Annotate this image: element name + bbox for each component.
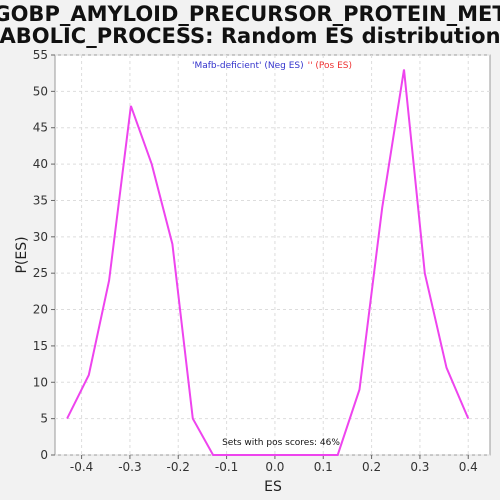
- x-tick-label: 0.2: [362, 460, 381, 474]
- y-tick-label: 30: [33, 230, 48, 244]
- x-tick-label: 0.4: [459, 460, 478, 474]
- axis-ticks: -0.4 -0.3 -0.2 -0.1 0.0 0.1 0.2 0.3 0.4 0 5 10 15 20 2…: [33, 48, 478, 474]
- y-tick-label: 15: [33, 339, 48, 353]
- y-tick-label: 40: [33, 157, 48, 171]
- y-tick-label: 55: [33, 48, 48, 62]
- x-tick-label: -0.4: [70, 460, 93, 474]
- plot-area: [54, 54, 491, 456]
- y-tick-label: 50: [33, 84, 48, 98]
- y-axis-label: P(ES): [14, 236, 30, 273]
- x-tick-label: -0.2: [167, 460, 190, 474]
- legend-neg-label: 'Mafb-deficient' (Neg ES): [192, 61, 304, 71]
- x-tick-label: 0.3: [410, 460, 429, 474]
- y-tick-label: 0: [40, 448, 48, 462]
- series-layer: [66, 69, 470, 456]
- legend: 'Mafb-deficient' (Neg ES) '' (Pos ES): [192, 61, 352, 71]
- x-tick-label: 0.0: [265, 460, 284, 474]
- chart-title-line1: GOBP_AMYLOID_PRECURSOR_PROTEIN_MET: [0, 2, 500, 26]
- gridlines: [55, 54, 490, 456]
- y-tick-label: 45: [33, 121, 48, 135]
- y-tick-label: 35: [33, 193, 48, 207]
- x-tick-label: -0.3: [118, 460, 141, 474]
- x-axis-label: ES: [264, 479, 282, 495]
- es-distribution-line: [66, 69, 470, 456]
- x-tick-label: 0.1: [314, 460, 333, 474]
- y-tick-label: 25: [33, 266, 48, 280]
- chart-title-line2: ABOLIC_PROCESS: Random ES distribution: [0, 24, 500, 48]
- y-tick-label: 5: [40, 412, 48, 426]
- pos-scores-annotation: Sets with pos scores: 46%: [222, 438, 340, 448]
- y-tick-label: 20: [33, 303, 48, 317]
- legend-pos-label: '' (Pos ES): [308, 61, 352, 71]
- y-tick-label: 10: [33, 375, 48, 389]
- x-tick-label: -0.1: [215, 460, 238, 474]
